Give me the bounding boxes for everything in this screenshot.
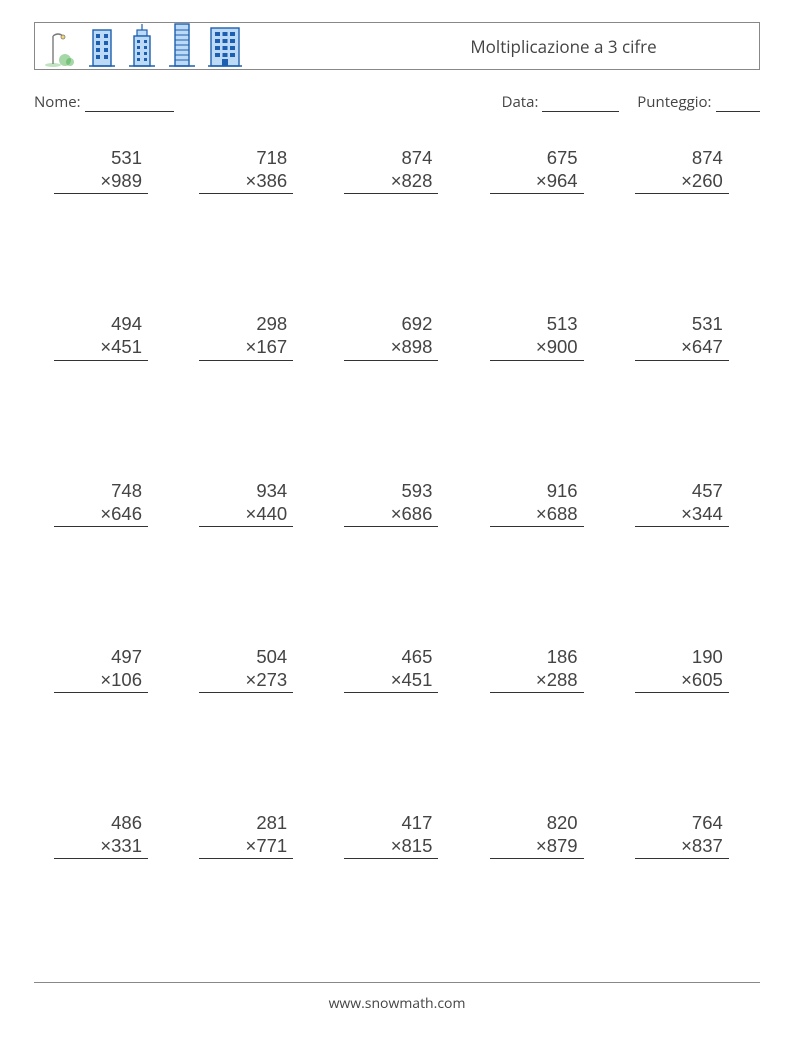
multiplier: ×451	[344, 668, 438, 693]
multiplicand: 531	[54, 146, 148, 169]
problem: 916×688	[490, 479, 584, 527]
multiplier: ×646	[54, 502, 148, 527]
data-label: Data:	[502, 92, 539, 112]
problem: 486×331	[54, 811, 148, 859]
problems-grid: 531×989718×386874×828675×964874×260494×4…	[34, 146, 760, 859]
data-blank[interactable]	[542, 98, 619, 112]
multiplicand: 457	[635, 479, 729, 502]
multiplicand: 497	[54, 645, 148, 668]
multiplicand: 934	[199, 479, 293, 502]
problem: 593×686	[344, 479, 438, 527]
multiplicand: 513	[490, 312, 584, 335]
problem: 531×989	[54, 146, 148, 194]
info-line: Nome: Data: Punteggio:	[34, 92, 760, 112]
multiplicand: 692	[344, 312, 438, 335]
problem: 513×900	[490, 312, 584, 360]
multiplicand: 281	[199, 811, 293, 834]
multiplier: ×900	[490, 335, 584, 360]
multiplicand: 190	[635, 645, 729, 668]
multiplier: ×106	[54, 668, 148, 693]
problem: 504×273	[199, 645, 293, 693]
multiplicand: 417	[344, 811, 438, 834]
multiplier: ×605	[635, 668, 729, 693]
multiplier: ×964	[490, 169, 584, 194]
multiplier: ×837	[635, 834, 729, 859]
problem: 190×605	[635, 645, 729, 693]
multiplier: ×688	[490, 502, 584, 527]
multiplicand: 718	[199, 146, 293, 169]
multiplier: ×828	[344, 169, 438, 194]
problem: 531×647	[635, 312, 729, 360]
multiplier: ×440	[199, 502, 293, 527]
problem: 748×646	[54, 479, 148, 527]
multiplicand: 764	[635, 811, 729, 834]
footer-url: www.snowmath.com	[0, 994, 794, 1013]
problem: 457×344	[635, 479, 729, 527]
building-icon	[207, 24, 243, 68]
multiplicand: 593	[344, 479, 438, 502]
building-icon	[127, 24, 157, 68]
multiplicand: 916	[490, 479, 584, 502]
problem: 764×837	[635, 811, 729, 859]
problem: 820×879	[490, 811, 584, 859]
multiplicand: 298	[199, 312, 293, 335]
multiplier: ×288	[490, 668, 584, 693]
problem: 874×828	[344, 146, 438, 194]
nome-label: Nome:	[34, 92, 81, 112]
page-title: Moltiplicazione a 3 cifre	[368, 35, 759, 58]
problem: 298×167	[199, 312, 293, 360]
problem: 465×451	[344, 645, 438, 693]
multiplier: ×331	[54, 834, 148, 859]
multiplicand: 186	[490, 645, 584, 668]
multiplier: ×344	[635, 502, 729, 527]
problem: 692×898	[344, 312, 438, 360]
problem: 417×815	[344, 811, 438, 859]
problem: 186×288	[490, 645, 584, 693]
problem: 934×440	[199, 479, 293, 527]
multiplicand: 675	[490, 146, 584, 169]
header-art	[43, 24, 243, 68]
multiplier: ×260	[635, 169, 729, 194]
building-icon	[167, 22, 197, 68]
problem: 497×106	[54, 645, 148, 693]
multiplier: ×815	[344, 834, 438, 859]
lamp-icon	[43, 28, 77, 68]
footer-rule	[34, 982, 760, 983]
problem: 718×386	[199, 146, 293, 194]
problem: 494×451	[54, 312, 148, 360]
problem: 675×964	[490, 146, 584, 194]
multiplier: ×879	[490, 834, 584, 859]
building-icon	[87, 26, 117, 68]
multiplier: ×647	[635, 335, 729, 360]
multiplicand: 874	[635, 146, 729, 169]
multiplicand: 531	[635, 312, 729, 335]
problem: 874×260	[635, 146, 729, 194]
multiplier: ×451	[54, 335, 148, 360]
multiplicand: 486	[54, 811, 148, 834]
multiplier: ×167	[199, 335, 293, 360]
multiplier: ×686	[344, 502, 438, 527]
problem: 281×771	[199, 811, 293, 859]
header-box: Moltiplicazione a 3 cifre	[34, 22, 760, 70]
multiplicand: 494	[54, 312, 148, 335]
nome-blank[interactable]	[85, 98, 174, 112]
multiplier: ×989	[54, 169, 148, 194]
punteggio-label: Punteggio:	[637, 92, 711, 112]
punteggio-blank[interactable]	[716, 98, 761, 112]
multiplicand: 874	[344, 146, 438, 169]
multiplicand: 820	[490, 811, 584, 834]
multiplier: ×771	[199, 834, 293, 859]
multiplicand: 748	[54, 479, 148, 502]
multiplicand: 465	[344, 645, 438, 668]
multiplier: ×898	[344, 335, 438, 360]
multiplier: ×273	[199, 668, 293, 693]
multiplier: ×386	[199, 169, 293, 194]
multiplicand: 504	[199, 645, 293, 668]
